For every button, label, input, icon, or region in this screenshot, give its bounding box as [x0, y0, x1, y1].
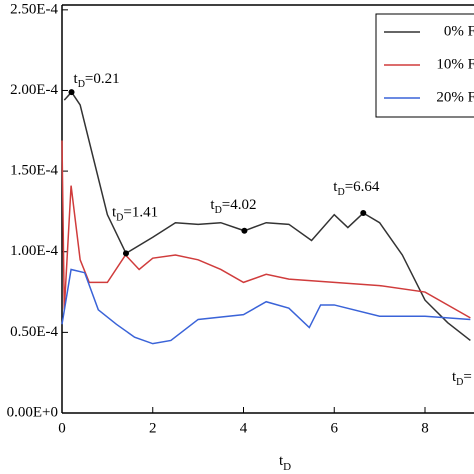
- y-tick-label: 0.50E-4: [10, 324, 58, 340]
- annotation-point: [122, 250, 129, 257]
- annotation-text: =: [463, 369, 471, 385]
- series-line: [63, 90, 471, 342]
- annotation: tD=1.41: [112, 205, 158, 224]
- legend-label: 0% F: [444, 23, 474, 39]
- annotation-base: t: [210, 197, 215, 213]
- annotation-sub: D: [78, 79, 85, 90]
- annotation: tD=6.64: [333, 179, 380, 198]
- x-label-base: t: [279, 453, 284, 469]
- x-axis-label: tD: [279, 453, 291, 472]
- x-tick-label: 0: [58, 420, 66, 436]
- annotation: tD=: [452, 369, 472, 388]
- annotation-base: t: [333, 179, 338, 195]
- annotation-sub: D: [215, 205, 222, 216]
- series-line: [61, 140, 471, 319]
- y-tick-label: 1.00E-4: [10, 243, 58, 259]
- x-tick-label: 4: [240, 420, 248, 436]
- series-line: [61, 268, 471, 345]
- annotation-sub: D: [116, 213, 123, 224]
- annotation-sub: D: [337, 187, 344, 198]
- y-tick-label: 1.50E-4: [10, 163, 58, 179]
- annotation-point: [360, 210, 367, 217]
- annotation: tD=0.21: [74, 72, 120, 91]
- annotation-point: [241, 227, 248, 234]
- annotation-point: [68, 89, 75, 96]
- x-tick-label: 6: [330, 420, 338, 436]
- annotation-text: =1.41: [123, 205, 158, 221]
- annotation-sub: D: [456, 377, 463, 388]
- x-tick-label: 8: [421, 420, 429, 436]
- legend-label: 20% F: [436, 89, 474, 105]
- annotation-base: t: [452, 369, 457, 385]
- y-tick-label: 0.00E+0: [7, 404, 58, 420]
- annotation-text: =4.02: [222, 197, 257, 213]
- legend-label: 10% F: [436, 56, 474, 72]
- annotation: tD=4.02: [210, 197, 256, 216]
- annotation-text: =0.21: [85, 72, 120, 88]
- y-tick-label: 2.50E-4: [10, 1, 58, 17]
- y-tick-label: 2.00E-4: [10, 82, 58, 98]
- x-label-sub: D: [283, 461, 291, 473]
- annotation-base: t: [74, 72, 79, 88]
- x-tick-label: 2: [149, 420, 157, 436]
- annotation-text: =6.64: [345, 179, 380, 195]
- annotation-base: t: [112, 205, 117, 221]
